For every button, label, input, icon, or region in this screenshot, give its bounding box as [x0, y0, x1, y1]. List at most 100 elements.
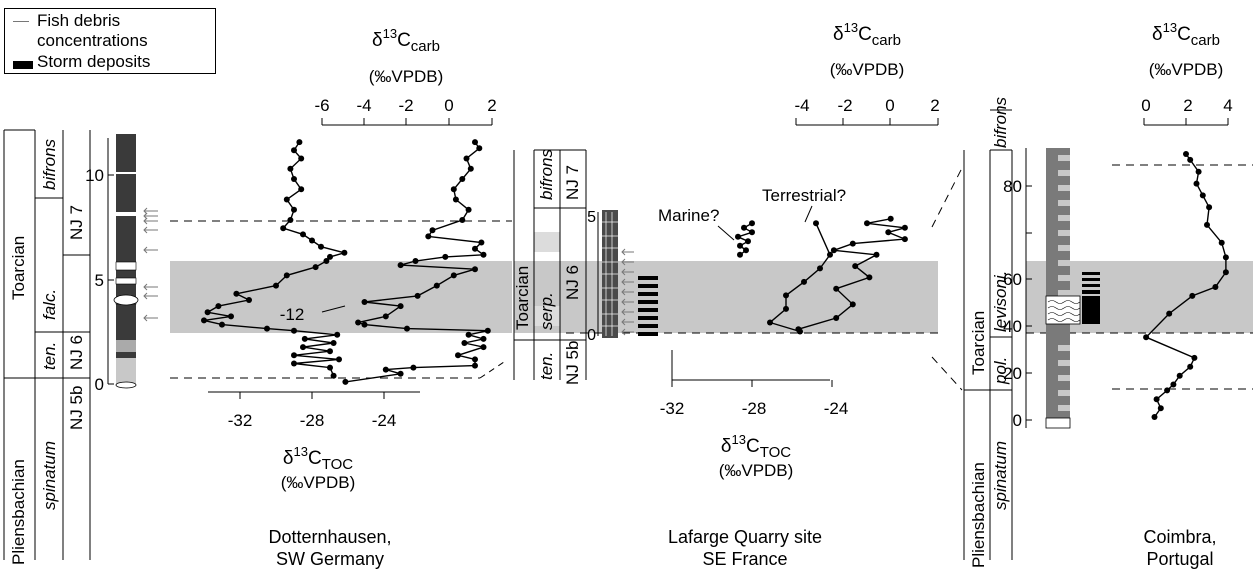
y-tick-label: 0 — [1013, 411, 1022, 430]
carb-tick-label: -4 — [356, 96, 371, 115]
data-point — [833, 285, 840, 292]
annotation-marine: Marine? — [658, 206, 719, 225]
lithology-log — [602, 210, 618, 338]
y-tick-label: 0 — [95, 375, 104, 394]
correlation-line — [931, 167, 963, 228]
data-point — [480, 335, 487, 342]
toc-axis-title: δ13CTOC — [721, 432, 791, 461]
data-point — [429, 227, 436, 234]
data-point — [397, 303, 404, 310]
data-point — [334, 331, 341, 338]
location-label-coimbra: Coimbra, Portugal — [1125, 526, 1235, 570]
carb-tick-label: -6 — [314, 96, 329, 115]
data-point — [887, 215, 894, 222]
data-point — [330, 340, 337, 346]
location-line: Coimbra, — [1143, 527, 1217, 547]
data-point — [283, 272, 290, 279]
data-point — [1153, 396, 1160, 403]
toc-tick-label: -28 — [742, 399, 767, 418]
curves-coimbra — [1143, 151, 1229, 420]
data-point — [1222, 254, 1229, 261]
data-point — [382, 313, 389, 320]
annotation-terrestrial: Terrestrial? — [762, 186, 846, 205]
data-point — [330, 372, 337, 379]
data-point — [361, 321, 368, 328]
data-point — [414, 292, 421, 299]
data-point — [318, 243, 324, 250]
y-tick-label: 5 — [95, 271, 104, 290]
toc-tick-label: -24 — [372, 411, 397, 430]
data-point — [452, 196, 459, 203]
data-point — [741, 224, 747, 231]
data-point — [1157, 405, 1164, 412]
lithology-log — [1045, 148, 1081, 429]
data-point — [767, 319, 773, 326]
zone-label-falc: falc. — [40, 289, 59, 320]
data-point — [233, 290, 240, 297]
data-point — [478, 239, 485, 246]
data-point — [287, 217, 294, 223]
data-point — [901, 224, 908, 231]
curves-dotternhausen — [201, 139, 491, 385]
nanno-zone-nj5b: NJ 5b — [563, 341, 582, 385]
correlation-line — [479, 361, 505, 379]
data-point — [459, 176, 466, 182]
data-point — [301, 335, 308, 342]
data-point — [737, 242, 743, 249]
annotation-minus12: -12 — [280, 305, 305, 324]
carb-axis-title: δ13Ccarb — [1152, 20, 1220, 49]
data-point — [382, 366, 389, 373]
carb-tick-label: -2 — [398, 96, 413, 115]
data-point — [273, 282, 279, 289]
data-point — [885, 229, 892, 236]
y-tick-label: 40 — [1003, 317, 1022, 336]
data-point — [783, 305, 789, 312]
carb-tick-label: 0 — [444, 96, 453, 115]
data-point — [1187, 363, 1194, 370]
zone-label-spinatum: spinatum — [991, 441, 1010, 510]
data-point — [323, 258, 330, 264]
data-point — [312, 264, 319, 271]
curves-lafarge — [735, 215, 908, 335]
nanno-zone-nj6: NJ 6 — [563, 265, 582, 300]
data-point — [801, 278, 807, 285]
data-point — [472, 245, 478, 252]
stage-label-toarcian: Toarcian — [969, 311, 988, 375]
data-point — [1222, 269, 1229, 276]
legend-storm-label: Storm deposits — [37, 52, 151, 71]
data-point — [300, 231, 306, 238]
data-point — [361, 299, 368, 305]
stage-label-pliensbachian: Pliensbachian — [969, 462, 988, 568]
data-point — [465, 331, 472, 338]
data-point — [1151, 414, 1158, 420]
stage-label-toarcian: Toarcian — [513, 266, 532, 330]
data-point — [1164, 387, 1171, 394]
data-point — [1218, 239, 1225, 246]
data-point — [204, 309, 211, 316]
data-point — [737, 251, 743, 258]
data-point — [901, 236, 908, 243]
storm-deposit-markers — [638, 276, 658, 336]
correlation-line — [931, 356, 963, 391]
data-point — [866, 274, 873, 281]
panel-coimbra: Toarcian Pliensbachian bifrons levisoni.… — [963, 20, 1253, 568]
carb-tick-label: -2 — [837, 96, 852, 115]
data-point — [749, 229, 755, 236]
panel-dotternhausen: Toarcian Pliensbachian spinatum ten. fal… — [3, 26, 512, 565]
y-tick-label: 0 — [587, 327, 596, 344]
data-point — [1187, 156, 1194, 163]
data-point — [783, 292, 789, 299]
data-point — [342, 378, 349, 385]
data-point — [397, 262, 404, 269]
legend: Fish debris concentrations Storm deposit… — [4, 8, 216, 74]
carb-axis-unit: (‰VPDB) — [1149, 60, 1224, 79]
data-point — [228, 313, 234, 320]
location-line: Portugal — [1146, 549, 1214, 569]
toc-axis-unit: (‰VPDB) — [281, 473, 356, 492]
data-point — [246, 297, 252, 303]
data-point — [463, 155, 470, 162]
data-point — [291, 360, 297, 367]
carb-tick-label: 2 — [487, 96, 496, 115]
data-point — [298, 155, 305, 162]
data-point — [1193, 180, 1200, 187]
